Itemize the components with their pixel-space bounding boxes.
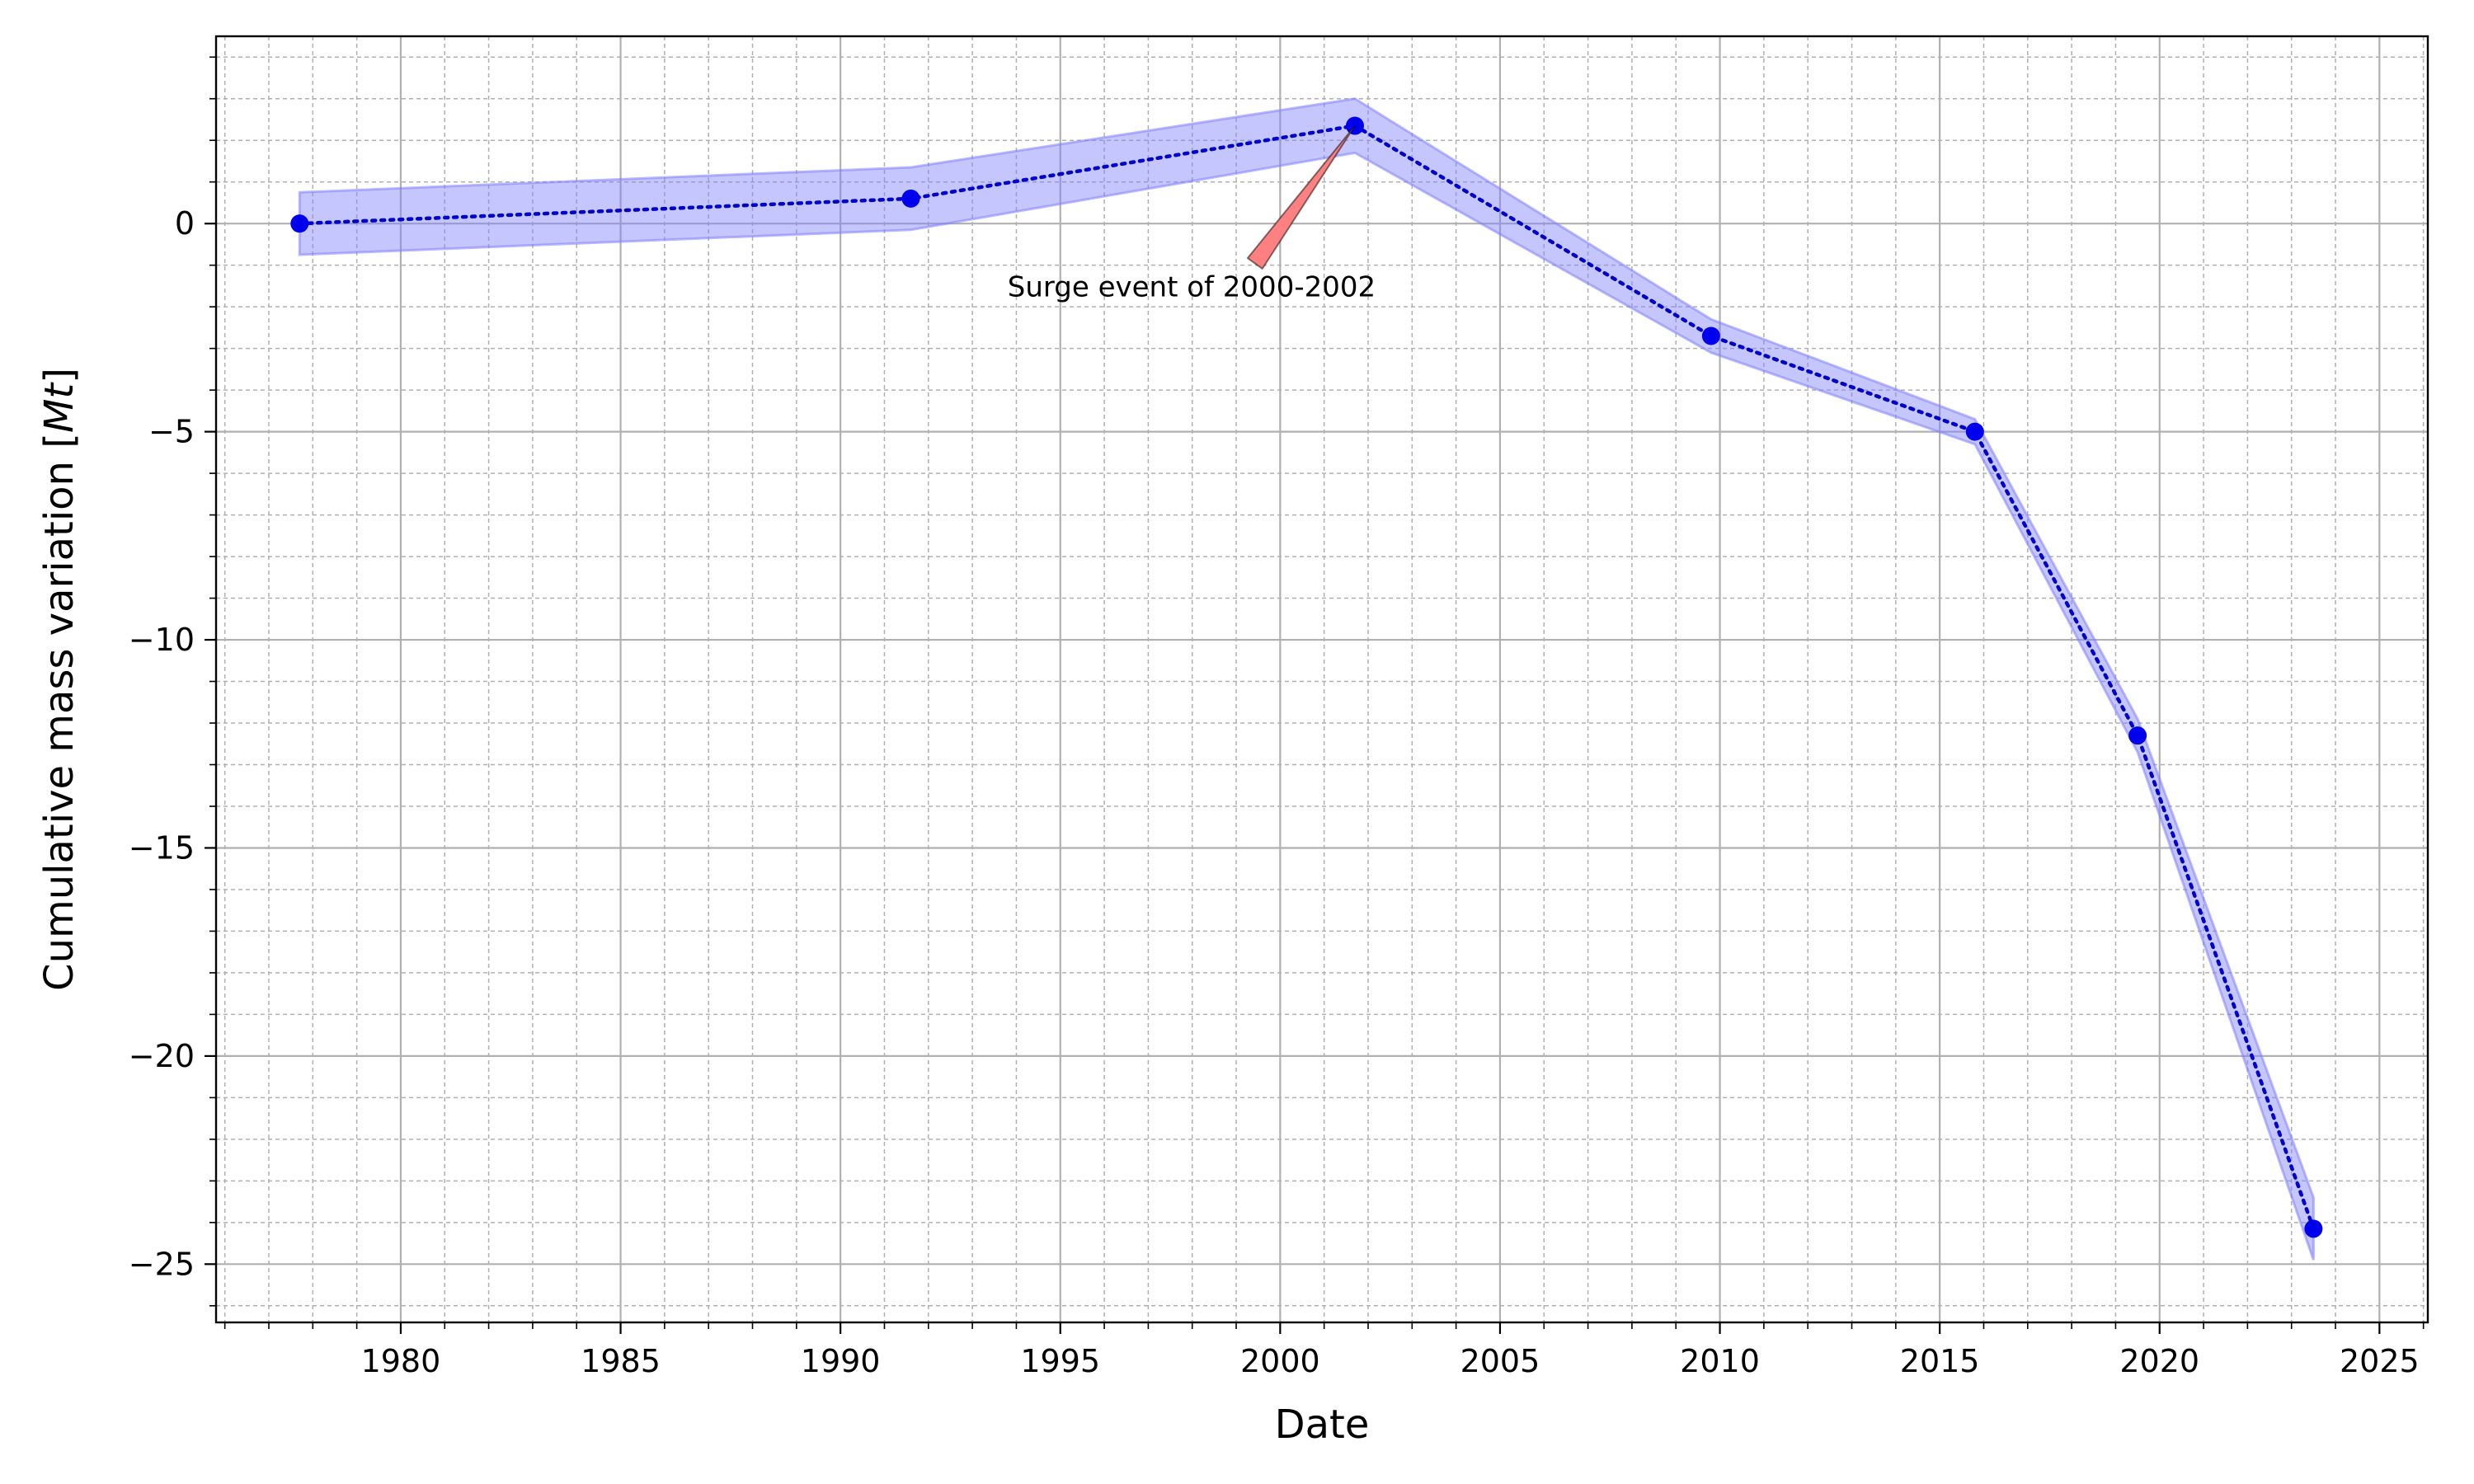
x-tick-label: 2005: [1460, 1343, 1540, 1379]
data-point: [1965, 422, 1984, 441]
y-tick-label: −25: [129, 1246, 195, 1282]
y-axis-title: Cumulative mass variation [Mt]: [36, 368, 82, 991]
y-tick-label: −15: [129, 829, 195, 866]
annotation-layer: Surge event of 2000-2002: [1008, 124, 1376, 304]
data-point: [2128, 726, 2147, 745]
x-tick-label: 1995: [1020, 1343, 1100, 1379]
tick-labels: 1980 1985 1990 1995 2000 2005 2010 2015 2020 2025…: [129, 205, 2420, 1379]
series-layer: [290, 97, 2323, 1261]
x-tick-label: 1985: [581, 1343, 661, 1379]
annotation-text: Surge event of 2000-2002: [1008, 271, 1376, 304]
x-tick-label: 2020: [2119, 1343, 2199, 1379]
y-tick-label: −10: [129, 622, 195, 658]
x-axis-title: Date: [1275, 1402, 1370, 1448]
x-tick-label: 2000: [1240, 1343, 1320, 1379]
x-tick-label: 2010: [1680, 1343, 1760, 1379]
minor-gridlines: [216, 36, 2428, 1322]
tick-marks: [205, 56, 2425, 1334]
y-tick-label: −5: [148, 414, 195, 450]
annotation-arrow: [1246, 124, 1356, 270]
data-point: [901, 189, 920, 208]
plot-background: [216, 36, 2428, 1322]
plot-frame: [214, 35, 2429, 1324]
x-tick-label: 2025: [2340, 1343, 2420, 1379]
data-point: [1701, 326, 1720, 345]
x-tick-label: 2015: [1900, 1343, 1980, 1379]
x-tick-label: 1990: [801, 1343, 881, 1379]
y-axis-title-main: Cumulative mass variation [: [36, 433, 82, 991]
y-axis-title-close: ]: [36, 368, 82, 383]
data-point: [290, 214, 309, 233]
y-tick-label: −20: [129, 1038, 195, 1074]
data-point: [2304, 1219, 2323, 1238]
y-axis-title-unit: Mt: [36, 382, 82, 433]
x-tick-label: 1980: [361, 1343, 441, 1379]
y-tick-label: 0: [175, 205, 195, 242]
